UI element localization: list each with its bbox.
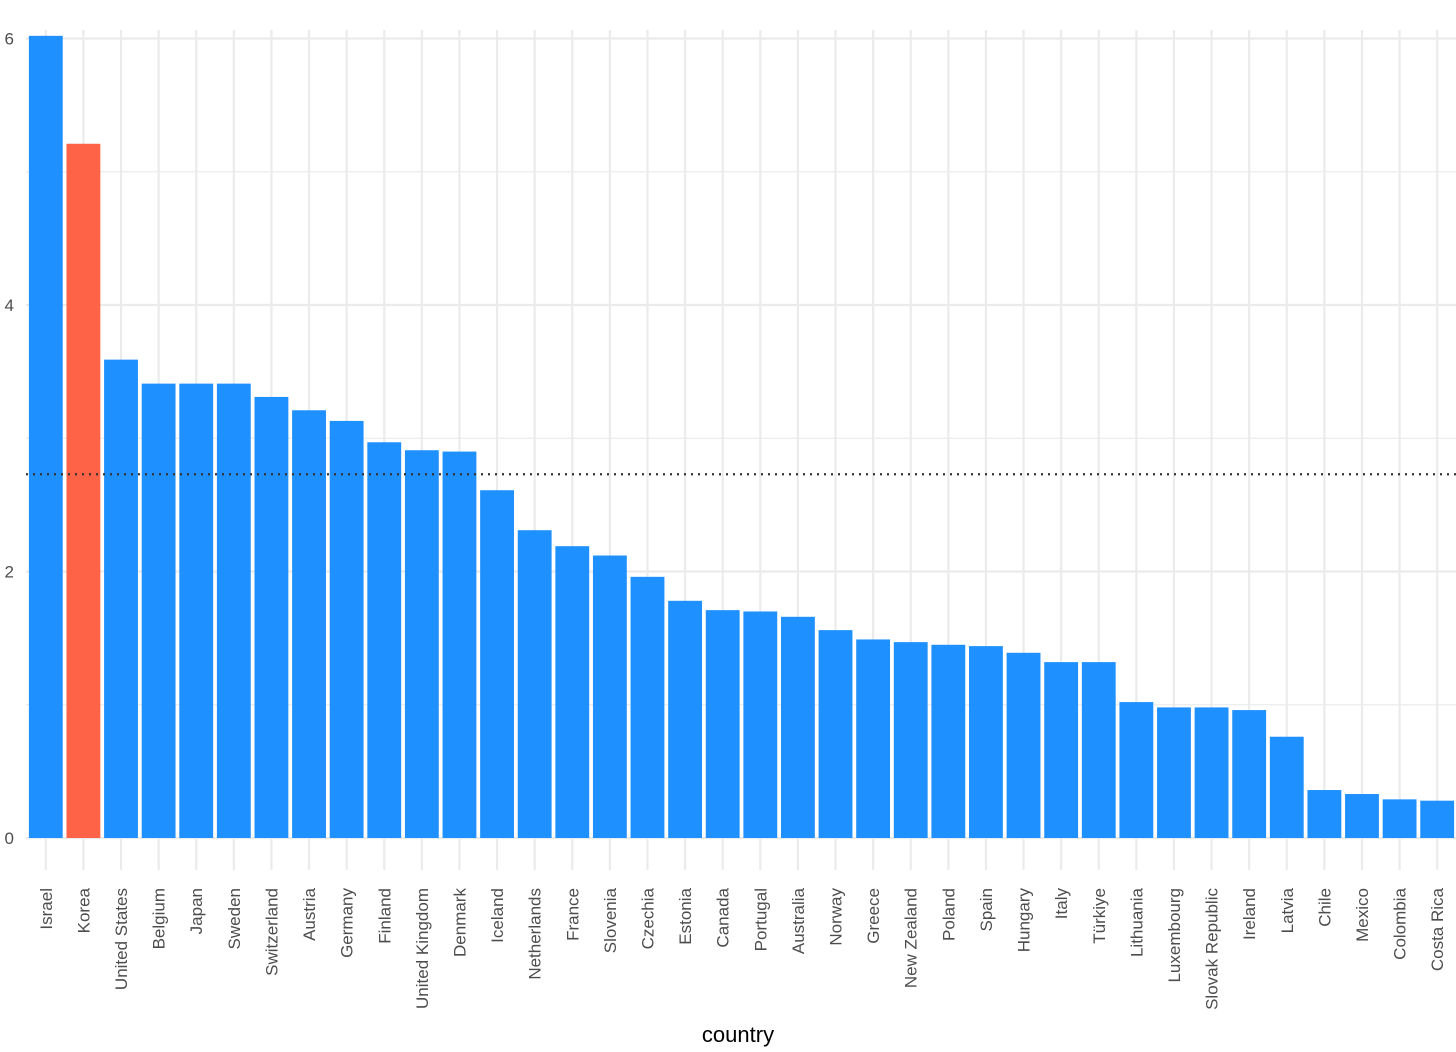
bar-germany [329,420,364,838]
bar-united-states [104,359,138,838]
bar-poland [931,644,966,838]
x-tick-label: Finland [375,888,394,944]
x-tick-label: Portugal [751,888,770,951]
x-tick-label: Iceland [488,888,507,943]
x-tick-label: Germany [338,888,357,958]
x-tick-label: Spain [977,888,996,931]
x-tick-label: Poland [939,888,958,941]
bar-austria [292,410,326,838]
x-tick-labels: Israel Korea United States Belgium Japan Swed… [37,887,1447,1009]
x-tick-label: France [563,888,582,941]
bar-sweden [216,383,251,838]
x-tick-label: Ireland [1240,888,1259,940]
bar-lithuania [1119,702,1154,838]
x-tick-label: United Kingdom [413,888,432,1009]
bar-czechia [630,576,665,838]
bar-costa-rica [1420,800,1455,838]
x-tick-label: Sweden [225,888,244,949]
x-tick-label: Estonia [676,887,695,944]
bar-latvia [1269,736,1304,838]
x-tick-label: Mexico [1353,888,1372,942]
bar-greece [856,639,891,838]
x-tick-label: Korea [74,887,93,933]
bar-mexico [1345,794,1379,838]
x-tick-label: Netherlands [526,888,545,980]
x-tick-label: Denmark [450,888,469,957]
bar-ireland [1232,710,1267,838]
bar-france [555,546,590,838]
x-tick-label: Costa Rica [1428,887,1447,971]
x-tick-label: Chile [1315,888,1334,927]
x-tick-label: Austria [300,887,319,940]
x-tick-label: Belgium [150,888,169,949]
x-tick-label: Australia [789,887,808,954]
x-tick-label: Colombia [1391,887,1410,959]
bar-estonia [668,600,703,838]
x-tick-label: Canada [714,887,733,947]
y-tick-label: 4 [5,296,14,315]
bar-switzerland [254,396,289,838]
x-tick-label: New Zealand [902,888,921,988]
x-tick-label: Lithuania [1127,887,1146,957]
x-tick-label: Czechia [638,887,657,949]
x-tick-label: Slovenia [601,887,620,953]
bar-netherlands [517,530,552,838]
bar-iceland [480,490,514,838]
bar-norway [818,630,853,838]
bar-spain [969,646,1003,838]
bar-chile [1307,790,1342,838]
bar-slovak-republic [1194,707,1229,838]
bar-united-kingdom [404,450,439,838]
y-tick-label: 0 [5,829,14,848]
bar-hungary [1006,652,1041,838]
x-axis-title: country [702,1022,774,1047]
y-tick-label: 6 [5,30,14,49]
bar-belgium [141,383,176,838]
x-tick-label: Slovak Republic [1203,888,1222,1010]
x-tick-label: Greece [864,888,883,944]
bar-israel [28,35,63,838]
x-tick-label: Italy [1052,888,1071,920]
bar-luxembourg [1157,707,1191,838]
x-tick-label: Hungary [1015,888,1034,953]
bar-new-zealand [893,642,928,838]
bar-australia [780,616,815,838]
bar-portugal [743,611,778,838]
x-tick-label: Luxembourg [1165,888,1184,983]
x-tick-label: Latvia [1278,887,1297,933]
x-tick-label: Japan [187,888,206,934]
bar-canada [705,610,740,838]
x-tick-label: United States [112,888,131,990]
bar-finland [367,442,402,838]
bar-denmark [442,451,477,838]
bar-korea [66,143,101,838]
bar-colombia [1382,799,1417,838]
x-tick-label: Israel [37,888,56,930]
bar-japan [179,383,214,838]
x-tick-label: Switzerland [262,888,281,976]
x-tick-label: Türkiye [1090,888,1109,944]
x-tick-label: Norway [827,888,846,946]
bar-t-rkiye [1081,662,1116,838]
bar-italy [1044,662,1079,838]
y-tick-labels: 0 2 4 6 [5,30,14,849]
bar-slovenia [592,555,627,838]
y-tick-label: 2 [5,563,14,582]
bars-layer [28,35,1455,838]
